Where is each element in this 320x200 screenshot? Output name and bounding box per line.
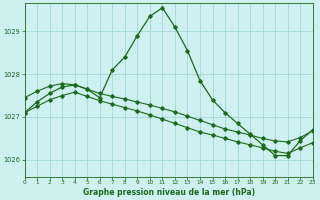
X-axis label: Graphe pression niveau de la mer (hPa): Graphe pression niveau de la mer (hPa) xyxy=(83,188,255,197)
